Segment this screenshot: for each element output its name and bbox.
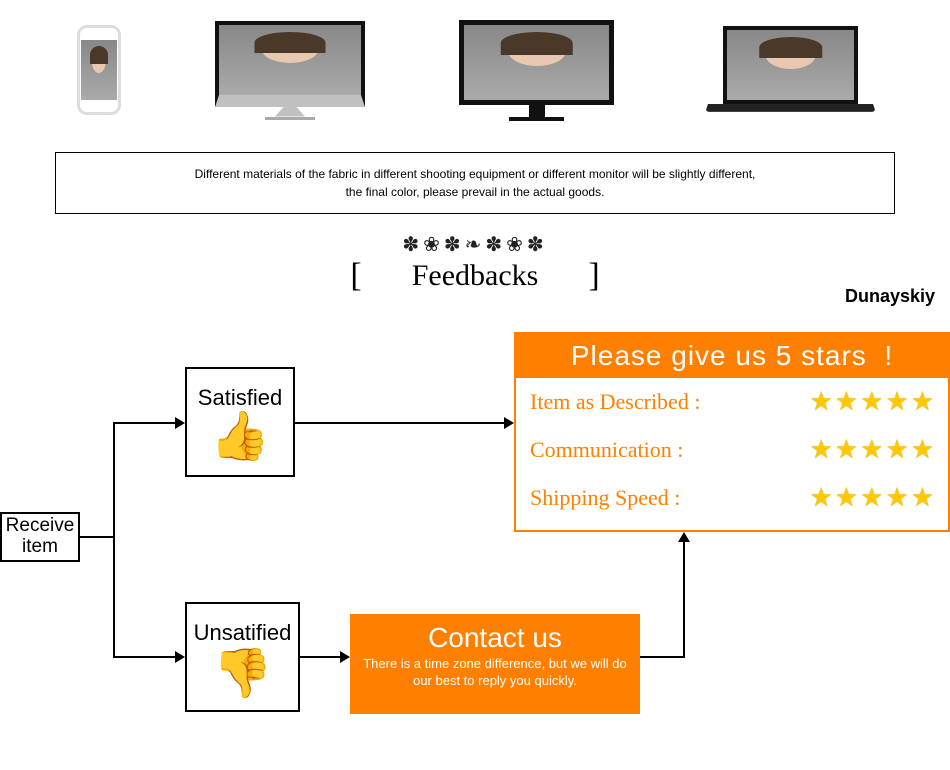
bracket-left: [ — [350, 257, 361, 295]
stars-2: ★★★★★ — [809, 482, 934, 513]
arrow-icon — [678, 532, 690, 542]
feedbacks-title: Feedbacks — [412, 259, 539, 293]
connector — [295, 422, 504, 424]
connector — [113, 422, 175, 424]
connector — [300, 656, 340, 658]
contact-us-text: There is a time zone difference, but we … — [362, 656, 628, 690]
brand-label: Dunayskiy — [845, 286, 935, 307]
thumbs-down-icon: 👍 — [213, 648, 273, 696]
contact-us-box: Contact us There is a time zone differen… — [350, 614, 640, 714]
rating-label-2: Shipping Speed : — [530, 485, 680, 511]
arrow-icon — [504, 417, 514, 429]
thumbs-up-icon: 👍 — [210, 413, 270, 461]
satisfied-box: Satisfied 👍 — [185, 367, 295, 477]
devices-row — [0, 0, 950, 140]
arrow-icon — [175, 417, 185, 429]
connector — [80, 536, 115, 538]
contact-us-title: Contact us — [362, 622, 628, 654]
satisfied-label: Satisfied — [198, 385, 282, 411]
device-phone — [77, 25, 121, 115]
rating-row-0: Item as Described : ★★★★★ — [516, 378, 948, 426]
stars-0: ★★★★★ — [809, 386, 934, 417]
device-imac — [215, 21, 365, 120]
arrow-icon — [340, 651, 350, 663]
stars-1: ★★★★★ — [809, 434, 934, 465]
rating-row-1: Communication : ★★★★★ — [516, 426, 948, 474]
device-monitor — [459, 20, 614, 121]
disclaimer-line1: Different materials of the fabric in dif… — [76, 165, 874, 183]
unsatisfied-label: Unsatified — [194, 620, 292, 646]
feedbacks-header: ✽❀✽❧✽❀✽ [ Feedbacks ] Dunayskiy — [0, 232, 950, 307]
ornament: ✽❀✽❧✽❀✽ — [0, 232, 950, 257]
rating-label-0: Item as Described : — [530, 389, 700, 415]
rating-box: Please give us 5 stars ! Item as Describ… — [514, 332, 950, 532]
unsatisfied-box: Unsatified 👍 — [185, 602, 300, 712]
rating-label-1: Communication : — [530, 437, 683, 463]
feedbacks-title-row: [ Feedbacks ] — [0, 257, 950, 295]
receive-item-label: Receive item — [2, 516, 78, 558]
disclaimer-line2: the final color, please prevail in the a… — [76, 183, 874, 201]
bracket-right: ] — [588, 257, 599, 295]
connector — [640, 656, 685, 658]
flowchart: Receive item Satisfied 👍 Unsatified 👍 Co… — [0, 332, 950, 752]
receive-item-box: Receive item — [0, 512, 80, 562]
rating-row-2: Shipping Speed : ★★★★★ — [516, 474, 948, 521]
arrow-icon — [175, 651, 185, 663]
connector — [683, 542, 685, 658]
rating-header: Please give us 5 stars ! — [516, 334, 948, 378]
connector — [113, 656, 175, 658]
disclaimer-box: Different materials of the fabric in dif… — [55, 152, 895, 214]
connector — [113, 422, 115, 658]
device-laptop — [708, 26, 873, 114]
